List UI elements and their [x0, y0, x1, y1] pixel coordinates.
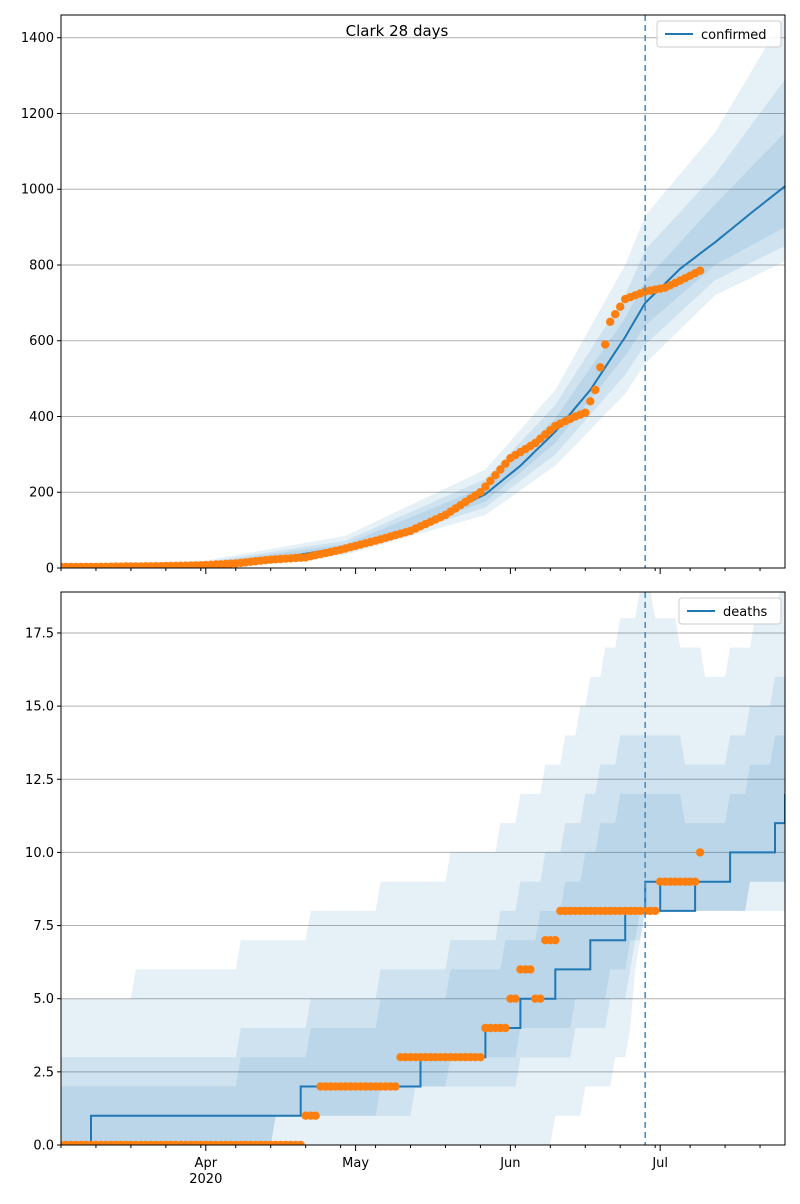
deaths-xtick-label: Apr — [195, 1156, 218, 1171]
confirmed-legend-label: confirmed — [701, 28, 767, 43]
deaths-observed-point — [501, 1023, 510, 1033]
deaths-xtick-label: May — [342, 1156, 369, 1171]
deaths-ytick-label: 7.5 — [33, 919, 54, 934]
deaths-band-middle — [61, 676, 785, 1145]
confirmed-observed-point — [481, 482, 490, 491]
deaths-observed-point — [476, 1053, 485, 1062]
confirmed-observed-point — [496, 465, 505, 474]
confirmed-ytick-label: 200 — [29, 486, 54, 501]
deaths-observed-point — [296, 1140, 305, 1145]
confirmed-plot-area — [61, 15, 785, 568]
confirmed-legend-box — [656, 20, 782, 48]
deaths-ytick-label: 17.5 — [25, 626, 54, 641]
confirmed-ytick-label: 0 — [46, 562, 54, 577]
deaths-observed-point — [551, 936, 560, 945]
confirmed-legend: confirmed — [656, 20, 782, 48]
deaths-observed-point — [526, 965, 535, 974]
deaths-observed-point — [391, 1082, 400, 1091]
deaths-ytick-label: 12.5 — [25, 773, 54, 788]
deaths-plot-area — [61, 592, 785, 1145]
confirmed-ytick-label: 800 — [29, 258, 54, 273]
deaths-chart-panel: 0.0 2.5 5.0 7.5 10.0 12.5 15.0 17.5 deaths Apr202… — [25, 591, 786, 1187]
confirmed-ytick-label: 1000 — [21, 183, 54, 198]
deaths-axes-frame — [60, 591, 786, 1146]
deaths-observed-point — [511, 994, 520, 1003]
confirmed-ytick-label: 1200 — [21, 107, 54, 122]
confirmed-ytick-label: 400 — [29, 410, 54, 425]
chart-title: Clark 28 days — [346, 22, 449, 40]
confirmed-observed-point — [501, 459, 510, 468]
deaths-observed-point — [651, 906, 660, 916]
deaths-band-outer — [61, 592, 785, 1145]
confirmed-band-middle — [61, 79, 785, 568]
deaths-legend-box — [678, 597, 782, 625]
confirmed-observed-point — [591, 385, 600, 395]
deaths-observed-point — [690, 877, 700, 886]
confirmed-observed-point — [491, 471, 500, 480]
deaths-band-inner — [61, 735, 785, 1145]
deaths-xtick-label: Jul — [651, 1156, 668, 1171]
confirmed-observed-point — [606, 317, 615, 326]
confirmed-observed-point — [581, 408, 590, 417]
deaths-legend-label: deaths — [723, 605, 768, 620]
deaths-observed-point — [536, 994, 545, 1003]
deaths-observed-point — [311, 1111, 320, 1120]
confirmed-observed-point — [601, 340, 610, 349]
confirmed-ytick-label: 1400 — [21, 31, 54, 46]
confirmed-observed-point — [611, 310, 620, 319]
deaths-observed-point — [695, 848, 705, 857]
confirmed-observed-point — [486, 476, 495, 486]
confirmed-observed-point — [695, 266, 705, 275]
deaths-ytick-label: 0.0 — [33, 1139, 54, 1154]
deaths-ytick-label: 5.0 — [33, 992, 54, 1007]
confirmed-observed-point — [596, 363, 605, 372]
confirmed-observed-point — [586, 397, 595, 406]
confirmed-chart-panel: 0 200 400 600 800 1000 1200 1400 confirmed — [21, 14, 786, 577]
confirmed-axes-frame — [60, 14, 786, 569]
deaths-legend: deaths — [678, 597, 782, 625]
deaths-xtick-label: 2020 — [189, 1172, 222, 1187]
confirmed-observed-point — [476, 488, 485, 497]
deaths-ytick-label: 2.5 — [33, 1065, 54, 1080]
confirmed-observed-point — [616, 302, 625, 311]
confirmed-ytick-label: 600 — [29, 334, 54, 349]
deaths-ytick-label: 15.0 — [25, 700, 54, 715]
deaths-ytick-label: 10.0 — [25, 846, 54, 861]
deaths-xtick-label: Jun — [499, 1156, 520, 1171]
